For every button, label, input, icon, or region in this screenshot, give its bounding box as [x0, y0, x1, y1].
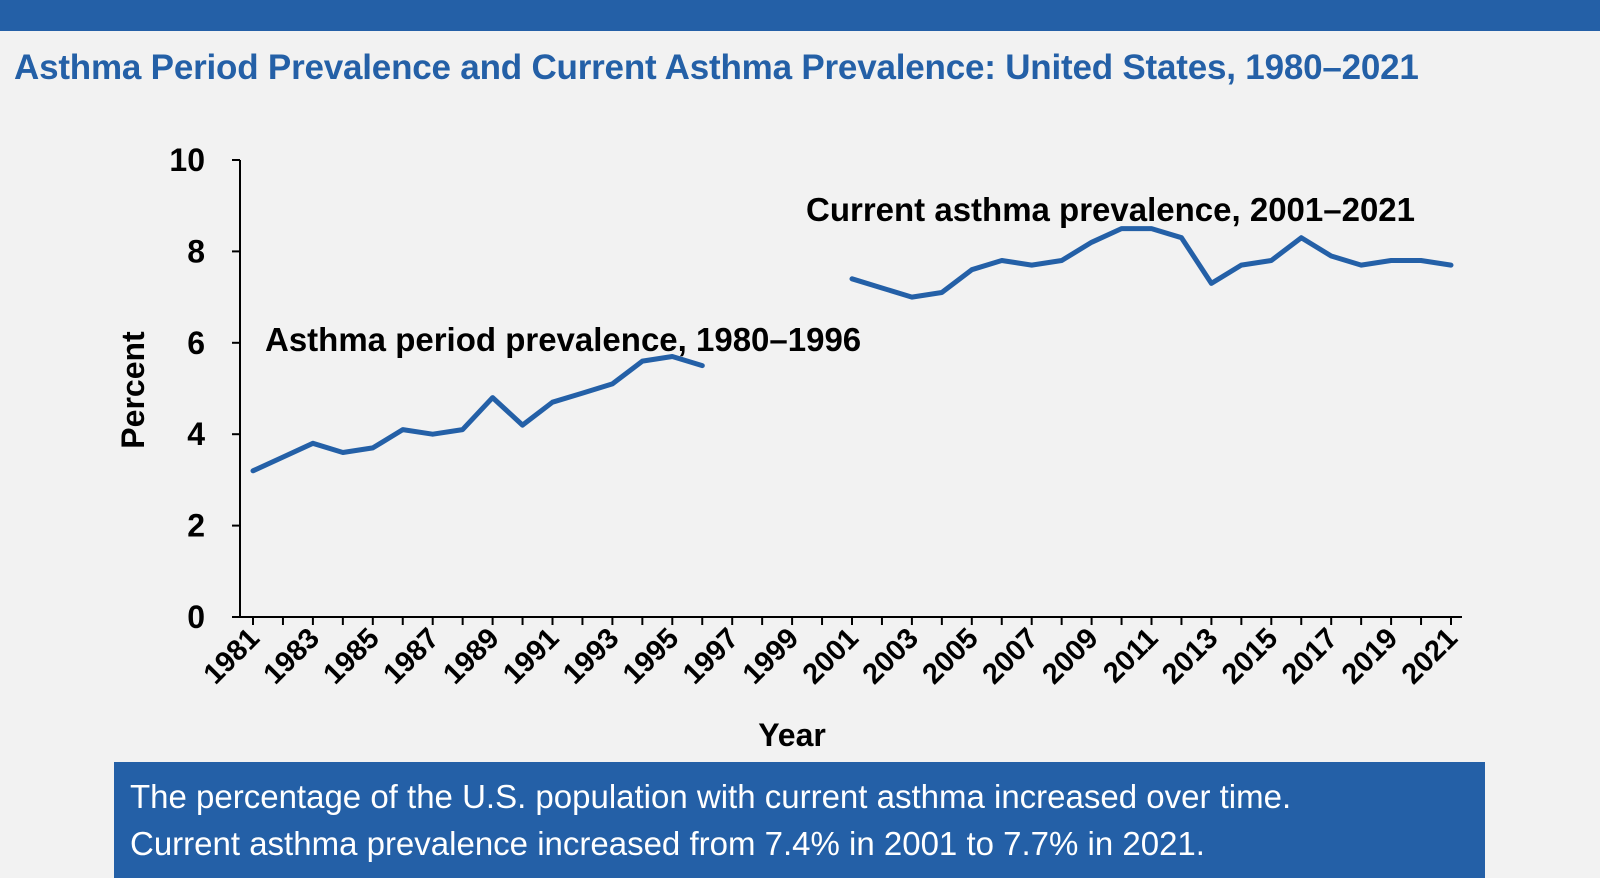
x-tick-label: 1997	[677, 622, 745, 690]
y-tick-label: 6	[187, 325, 205, 361]
x-tick-label: 2019	[1336, 622, 1404, 690]
x-tick-label: 1995	[617, 622, 685, 690]
x-tick-label: 1981	[198, 622, 266, 690]
x-tick-label: 2011	[1097, 622, 1164, 689]
y-tick-label: 0	[187, 599, 205, 635]
x-axis-title: Year	[758, 717, 826, 753]
series-line-period-prevalence	[250, 354, 705, 474]
y-tick-label: 8	[187, 233, 205, 269]
x-tick-label: 2001	[797, 622, 865, 690]
annotation-period-prevalence: Asthma period prevalence, 1980–1996	[265, 321, 861, 358]
chart-axes	[232, 159, 1462, 625]
y-axis-title: Percent	[115, 331, 151, 449]
x-tick-labels: 1981198319851987198919911993199519971999…	[198, 622, 1464, 690]
annotation-current-prevalence: Current asthma prevalence, 2001–2021	[806, 191, 1415, 228]
y-tick-label: 4	[187, 416, 205, 452]
x-tick-label: 1987	[377, 622, 445, 690]
series-line-current-prevalence	[849, 226, 1454, 300]
x-tick-label: 2009	[1036, 622, 1104, 690]
line-chart: 0 2 4 6 8 10 19811983198519871989199119931995…	[115, 142, 1464, 753]
y-tick-label: 10	[169, 142, 205, 178]
x-tick-label: 1993	[557, 622, 625, 690]
x-tick-label: 1991	[497, 622, 565, 690]
x-tick-label: 1999	[737, 622, 805, 690]
x-tick-label: 2005	[917, 622, 985, 690]
series-lines	[250, 226, 1454, 474]
summary-line-1: The percentage of the U.S. population wi…	[130, 778, 1292, 815]
y-tick-label: 2	[187, 508, 205, 544]
x-tick-label: 1989	[437, 622, 505, 690]
y-tick-labels: 0 2 4 6 8 10	[169, 142, 205, 635]
page-title: Asthma Period Prevalence and Current Ast…	[14, 48, 1419, 87]
x-tick-label: 1985	[318, 622, 386, 690]
x-tick-label: 2013	[1156, 622, 1224, 690]
x-tick-label: 2021	[1396, 622, 1464, 690]
summary-line-2: Current asthma prevalence increased from…	[130, 825, 1205, 862]
summary-box: The percentage of the U.S. population wi…	[114, 762, 1485, 878]
x-tick-label: 2003	[857, 622, 925, 690]
x-tick-label: 2017	[1276, 622, 1344, 690]
x-tick-label: 2015	[1216, 622, 1284, 690]
x-tick-label: 2007	[976, 622, 1044, 690]
x-tick-label: 1983	[258, 622, 326, 690]
top-banner-bar	[0, 0, 1600, 31]
